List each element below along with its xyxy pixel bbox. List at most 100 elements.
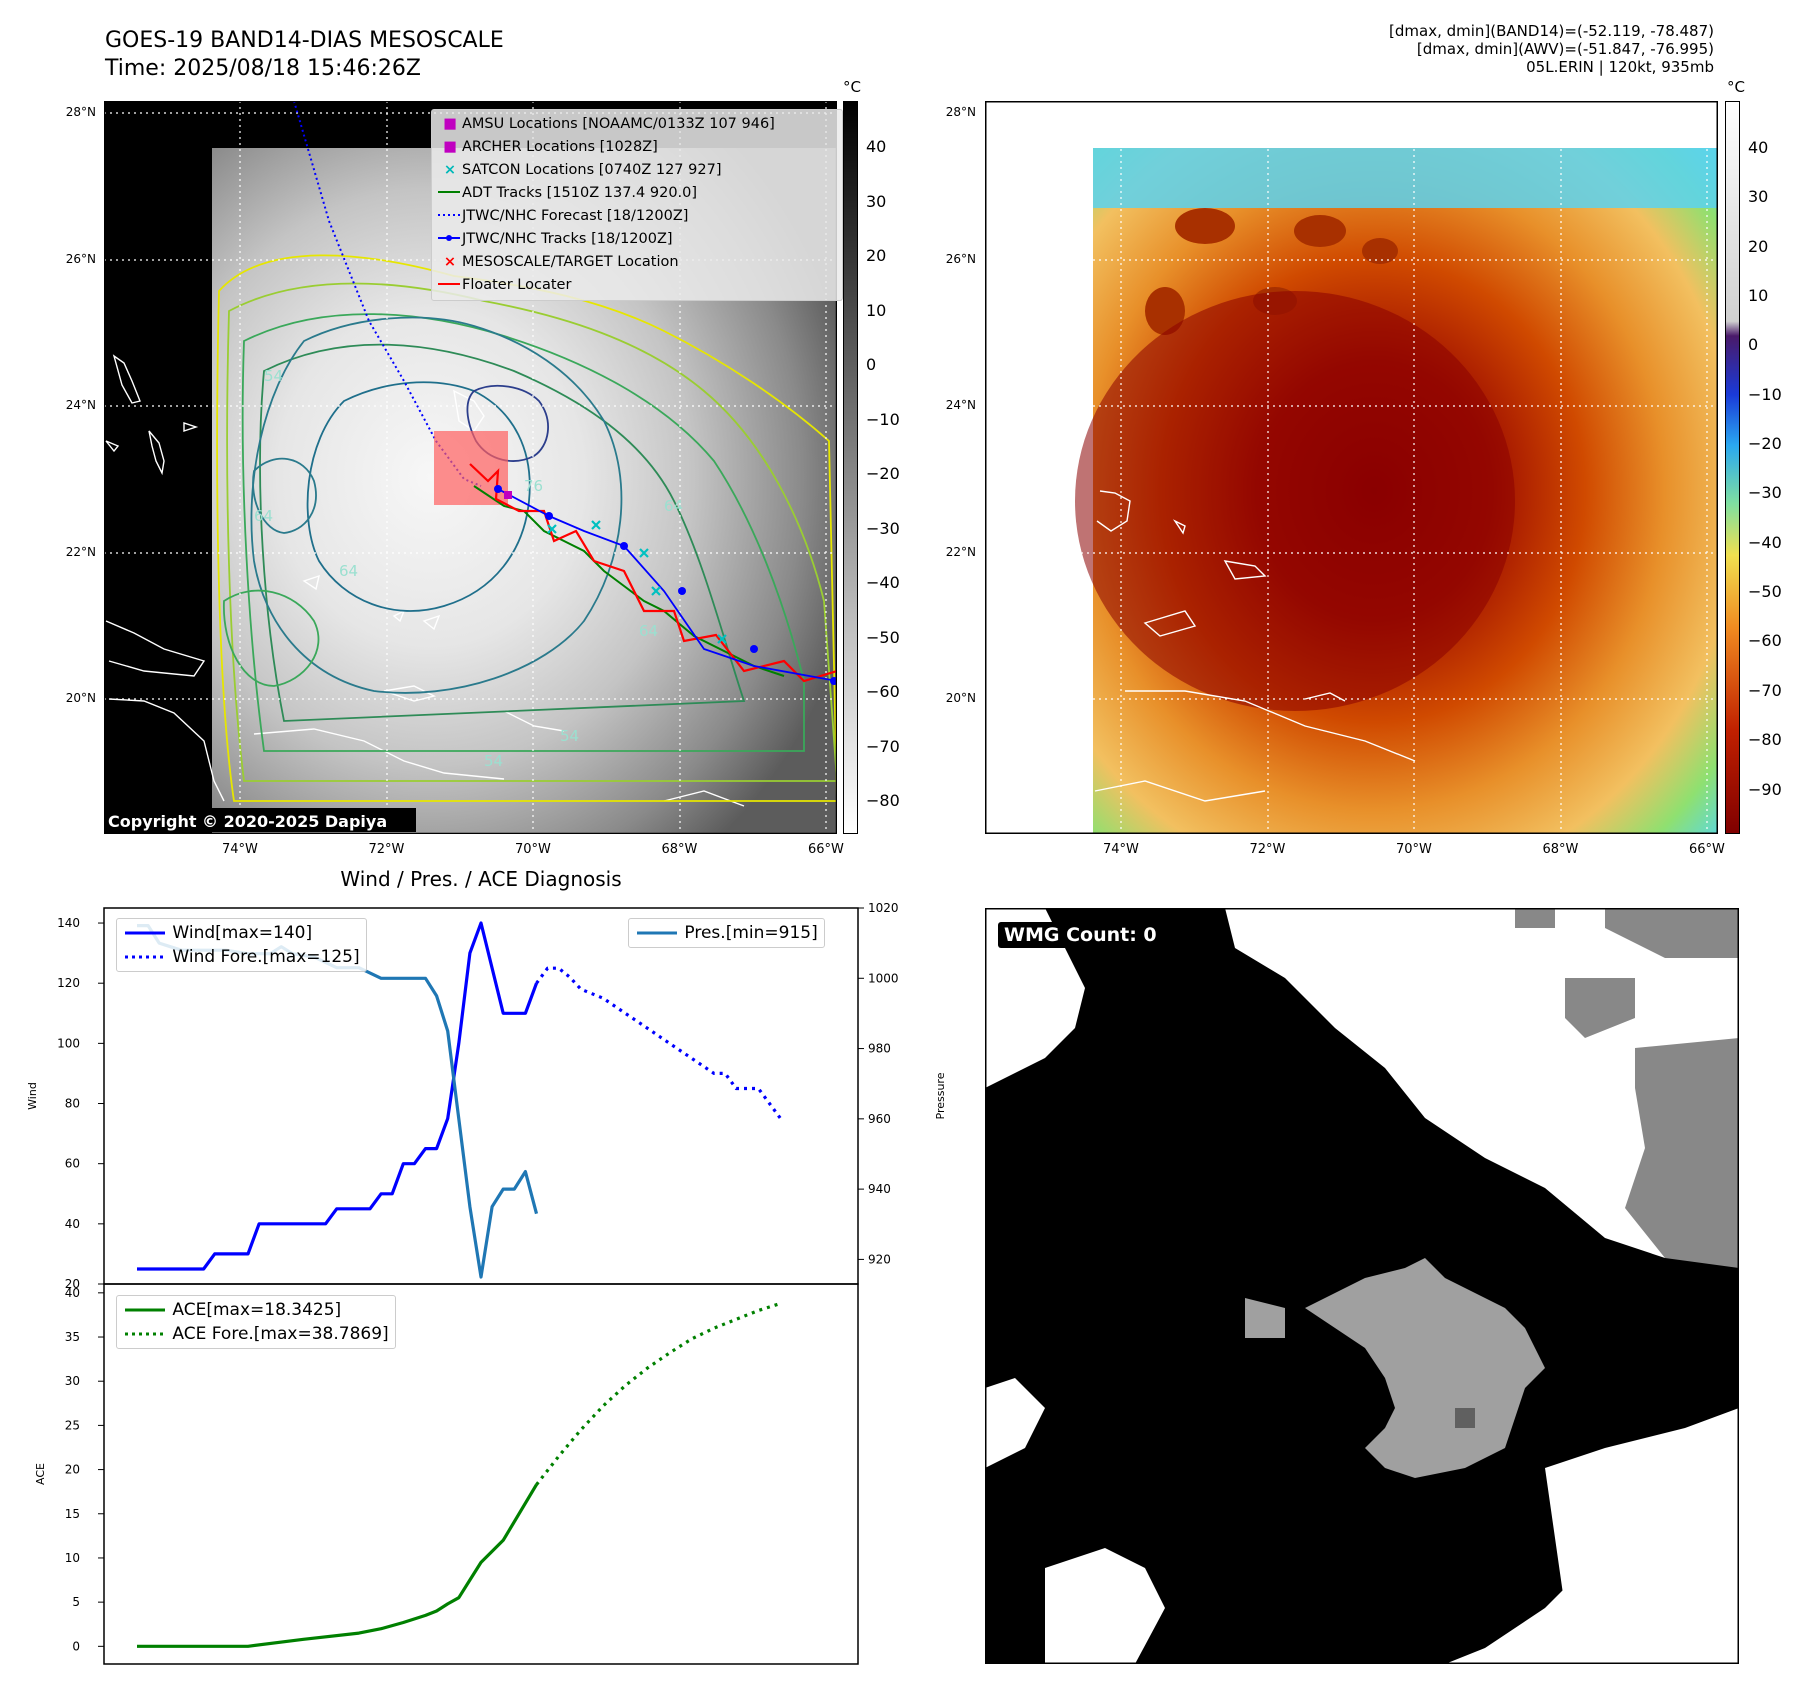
ir-lon-label: 66°W bbox=[808, 842, 844, 857]
colorbar-tick: 40 bbox=[1748, 137, 1769, 157]
colorbar-tick: −10 bbox=[1748, 384, 1782, 404]
legend-label: Floater Locater bbox=[462, 277, 572, 293]
ace-panel-frame bbox=[103, 1283, 859, 1665]
wmg-count-badge: WMG Count: 0 bbox=[998, 922, 1163, 948]
legend-line-solid bbox=[125, 931, 165, 935]
wmg-white-region bbox=[1545, 1408, 1739, 1608]
color-colorbar bbox=[1725, 101, 1740, 834]
colorbar-tick: −70 bbox=[866, 736, 900, 756]
colorbar-tick: −20 bbox=[866, 464, 900, 484]
color-colorbar-unit: °C bbox=[1727, 78, 1745, 96]
color-lat-label: 26°N bbox=[945, 251, 976, 266]
wind-tick-label: 140 bbox=[57, 916, 80, 930]
legend-item-wind-fore: Wind Fore.[max=125] bbox=[123, 945, 360, 969]
wmg-gray-region bbox=[1625, 1038, 1739, 1268]
legend-item-tracks: JTWC/NHC Tracks [18/1200Z] bbox=[438, 228, 836, 251]
archer-marker bbox=[504, 491, 512, 499]
colorbar-tick: −80 bbox=[866, 791, 900, 811]
legend-line-dotted bbox=[125, 955, 165, 959]
legend-symbol-line bbox=[438, 182, 462, 205]
colorbar-tick: −30 bbox=[1748, 483, 1782, 503]
color-map-frame bbox=[985, 101, 1718, 834]
legend-item-adt: ADT Tracks [1510Z 137.4 920.0] bbox=[438, 182, 836, 205]
ir-lon-labels: 74°W 72°W 70°W 68°W 66°W bbox=[104, 842, 844, 860]
color-lon-label: 74°W bbox=[1103, 842, 1139, 857]
legend-symbol-square: ■ bbox=[443, 139, 457, 155]
color-ir-top-band bbox=[1093, 148, 1718, 208]
legend-item-floater: Floater Locater bbox=[438, 274, 836, 297]
gray-colorbar-unit: °C bbox=[843, 78, 861, 96]
color-lat-label: 22°N bbox=[945, 544, 976, 559]
contours bbox=[216, 254, 837, 802]
wind-tick-label: 80 bbox=[65, 1097, 80, 1111]
wind-ticks: 20 40 60 80 100 120 140 bbox=[57, 916, 104, 1291]
legend-label: SATCON Locations [0740Z 127 927] bbox=[462, 162, 722, 178]
legend-line-dotted bbox=[125, 1332, 165, 1336]
wmg-gray-region bbox=[1565, 978, 1635, 1038]
color-lon-label: 68°W bbox=[1542, 842, 1579, 857]
legend-item-target: × MESOSCALE/TARGET Location bbox=[438, 251, 836, 274]
legend-item-ace: ACE[max=18.3425] bbox=[123, 1298, 389, 1322]
wind-lines bbox=[137, 921, 782, 1279]
legend-item-ace-fore: ACE Fore.[max=38.7869] bbox=[123, 1322, 389, 1346]
pressure-tick-label: 920 bbox=[868, 1252, 891, 1266]
legend-label: ADT Tracks [1510Z 137.4 920.0] bbox=[462, 185, 698, 201]
legend-line-solid bbox=[637, 931, 677, 935]
pressure-tick-label: 940 bbox=[868, 1182, 891, 1196]
legend-item-satcon: × SATCON Locations [0740Z 127 927] bbox=[438, 159, 836, 182]
legend-label: JTWC/NHC Tracks [18/1200Z] bbox=[462, 231, 673, 247]
pressure-legend: Pres.[min=915] bbox=[628, 918, 825, 948]
ir-map-frame bbox=[104, 101, 837, 834]
colorbar-tick: −20 bbox=[1748, 434, 1782, 454]
wmg-gray-region bbox=[1605, 908, 1739, 958]
pressure-tick-label: 960 bbox=[868, 1112, 891, 1126]
gray-colorbar-ticks: 40 30 20 10 0 −10 −20 −30 −40 −50 −60 −70 −80 bbox=[860, 101, 920, 834]
wind-tick-label: 20 bbox=[65, 1277, 80, 1291]
colorbar-tick: −60 bbox=[866, 682, 900, 702]
pressure-ticks: 920 940 960 980 1000 1020 bbox=[858, 901, 899, 1266]
colorbar-tick: −70 bbox=[1748, 680, 1782, 700]
chart-title: Wind / Pres. / ACE Diagnosis bbox=[340, 867, 622, 891]
adt-track bbox=[473, 485, 785, 677]
legend-item-forecast: JTWC/NHC Forecast [18/1200Z] bbox=[438, 205, 836, 228]
legend-item-wind: Wind[max=140] bbox=[123, 921, 360, 945]
contour-label: 54 bbox=[560, 727, 579, 745]
colorbar-tick: −90 bbox=[1748, 779, 1782, 799]
color-map-svg bbox=[985, 101, 1718, 834]
ace-tick-label: 35 bbox=[65, 1330, 80, 1344]
legend-label: ACE[max=18.3425] bbox=[172, 1300, 342, 1320]
wmg-light-gray-region bbox=[1305, 1258, 1545, 1478]
ir-map-panel: 54 64 64 64 54 54 76 64 bbox=[104, 101, 843, 834]
colorbar-tick: −80 bbox=[1748, 730, 1782, 750]
ir-lon-label: 72°W bbox=[368, 842, 405, 857]
wind-tick-label: 40 bbox=[65, 1217, 80, 1231]
figure-time: Time: 2025/08/18 15:46:26Z bbox=[105, 56, 421, 81]
legend-label: JTWC/NHC Forecast [18/1200Z] bbox=[462, 208, 689, 224]
legend-symbol-x: × bbox=[443, 162, 457, 178]
wmg-panel: WMG Count: 0 bbox=[985, 908, 1739, 1664]
colorbar-tick: 20 bbox=[1748, 236, 1769, 256]
color-lat-label: 20°N bbox=[945, 691, 976, 705]
legend-label: AMSU Locations [NOAAMC/0133Z 107 946] bbox=[462, 116, 775, 132]
colorbar-tick: −50 bbox=[1748, 582, 1782, 602]
colorbar-tick: 30 bbox=[1748, 187, 1769, 207]
color-lat-label: 24°N bbox=[945, 398, 976, 412]
ir-lat-label: 20°N bbox=[65, 691, 96, 705]
colorbar-tick: 0 bbox=[866, 355, 877, 375]
copyright-text: Copyright © 2020-2025 Dapiya bbox=[108, 812, 387, 831]
ace-legend: ACE[max=18.3425] ACE Fore.[max=38.7869] bbox=[116, 1295, 396, 1349]
stats-band14: [dmax, dmin](BAND14)=(-52.119, -78.487) bbox=[1389, 22, 1714, 40]
legend-line-solid bbox=[125, 1308, 165, 1312]
pressure-tick-label: 980 bbox=[868, 1042, 891, 1056]
legend-label: Pres.[min=915] bbox=[684, 923, 818, 943]
color-map-panel bbox=[985, 101, 1718, 834]
colorbar-tick: 10 bbox=[866, 300, 887, 320]
wmg-white-region bbox=[985, 908, 1085, 1088]
ir-lon-label: 70°W bbox=[515, 842, 551, 857]
contour-label: 64 bbox=[254, 507, 273, 525]
color-lon-labels: 74°W 72°W 70°W 68°W 66°W bbox=[985, 842, 1725, 860]
color-coastlines bbox=[1094, 490, 1416, 802]
colorbar-tick: −50 bbox=[866, 627, 900, 647]
color-lon-label: 70°W bbox=[1396, 842, 1432, 857]
wmg-light-gray-region bbox=[1245, 1298, 1285, 1338]
